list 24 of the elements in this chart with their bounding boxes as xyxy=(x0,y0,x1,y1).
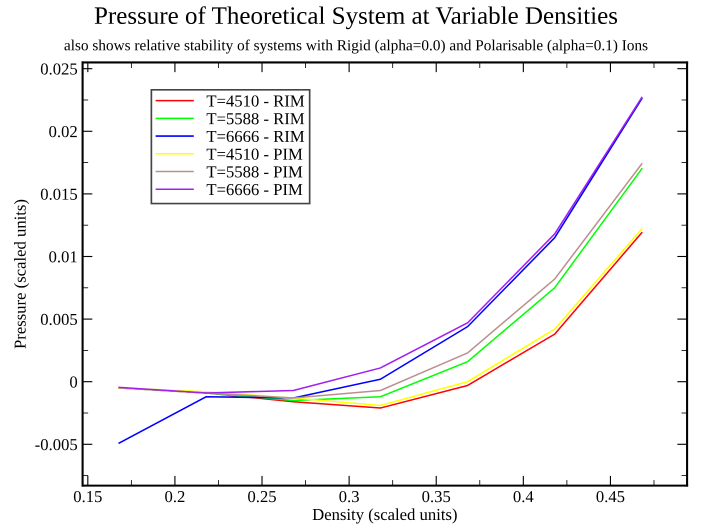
legend-label: T=6666 - RIM xyxy=(206,130,304,142)
x-axis-title: Density (scaled units) xyxy=(312,508,457,524)
x-tick-label: 0.4 xyxy=(514,490,534,502)
y-tick-label: 0.005 xyxy=(40,314,78,326)
x-tick-label: 0.45 xyxy=(596,490,624,502)
x-tick-label: 0.2 xyxy=(165,490,184,502)
x-tick-label: 0.15 xyxy=(74,490,102,502)
y-tick-label: 0.025 xyxy=(40,63,78,75)
x-tick-label: 0.35 xyxy=(422,490,450,502)
chart-subtitle: also shows relative stability of systems with Rigid (alpha=0.0) and Polarisable (alpha=0.1) Ions xyxy=(64,40,648,54)
x-tick-label: 0.25 xyxy=(248,490,276,502)
y-tick-label: 0.02 xyxy=(49,126,77,138)
y-tick-label: 0.01 xyxy=(49,251,77,263)
y-tick-label: 0.015 xyxy=(40,188,78,200)
legend-label: T=4510 - RIM xyxy=(206,95,304,107)
y-tick-label: 0 xyxy=(70,376,78,388)
y-tick-label: -0.005 xyxy=(35,439,78,450)
x-tick-label: 0.3 xyxy=(339,490,359,502)
legend-label: T=5588 - PIM xyxy=(206,166,302,178)
chart-title: Pressure of Theoretical System at Variable Densities xyxy=(94,6,618,30)
y-axis-title: Pressure (scaled units) xyxy=(14,200,30,349)
legend-label: T=5588 - RIM xyxy=(206,113,304,124)
legend-label: T=6666 - PIM xyxy=(206,184,302,196)
legend-label: T=4510 - PIM xyxy=(206,148,302,160)
